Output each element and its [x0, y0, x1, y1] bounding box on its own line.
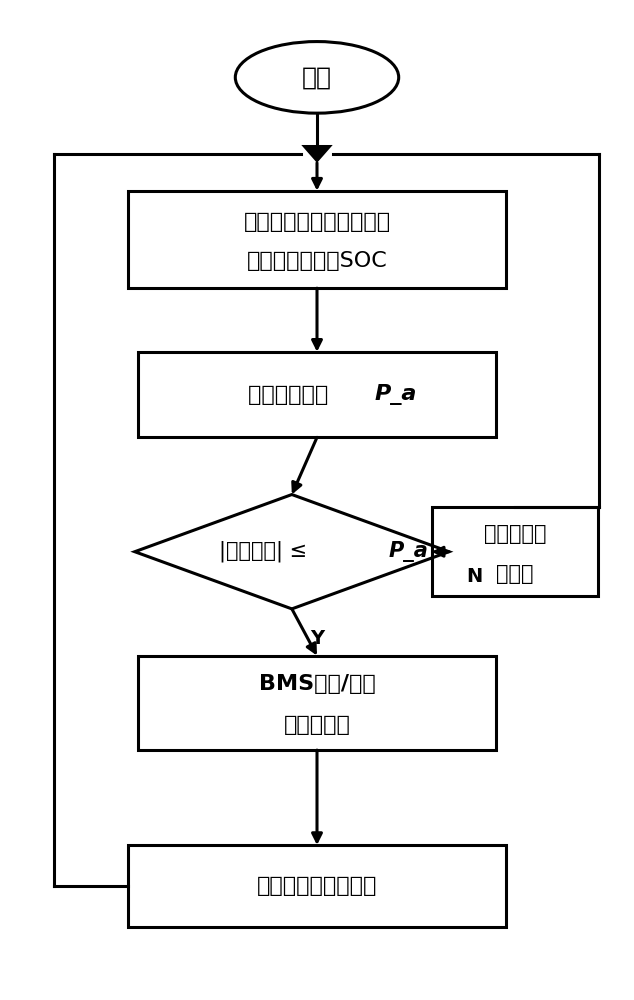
Text: 功率、各电池组SOC: 功率、各电池组SOC	[247, 251, 387, 271]
Bar	[138, 656, 496, 750]
Polygon shape	[301, 145, 333, 163]
Text: 数据采集：储能系统需求: 数据采集：储能系统需求	[243, 212, 391, 232]
Text: 充放电: 充放电	[496, 564, 534, 584]
Bar	[138, 352, 496, 437]
Bar	[129, 845, 505, 927]
Text: P_a: P_a	[388, 541, 428, 562]
Text: Y: Y	[310, 629, 324, 648]
Text: |需求功率| ≤: |需求功率| ≤	[219, 541, 314, 562]
Text: 不进行均衡: 不进行均衡	[484, 524, 547, 544]
Text: 计算均衡功率: 计算均衡功率	[248, 385, 335, 405]
Text: 电池组均衡性充放电: 电池组均衡性充放电	[257, 876, 377, 896]
Bar	[129, 191, 505, 288]
Text: N: N	[466, 567, 482, 586]
Bar	[432, 507, 598, 596]
Text: 开始: 开始	[302, 65, 332, 89]
Text: 电池组动作: 电池组动作	[283, 715, 351, 735]
Text: P_a: P_a	[374, 384, 417, 405]
Text: BMS切除/投入: BMS切除/投入	[259, 674, 375, 694]
